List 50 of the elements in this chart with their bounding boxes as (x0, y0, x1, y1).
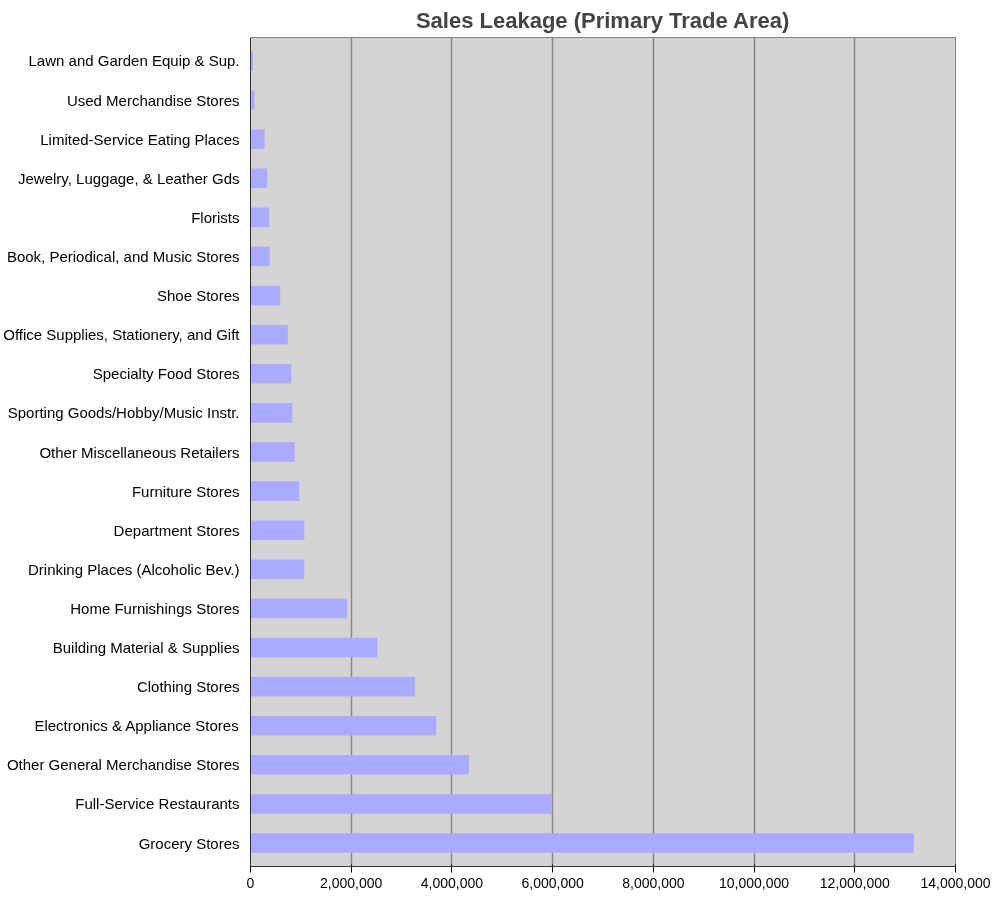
y-tick-label: Shoe Stores (156, 287, 240, 305)
x-tick-label: 14,000,000 (920, 874, 991, 891)
x-tick-label: 4,000,000 (420, 874, 484, 891)
bar (250, 168, 268, 189)
y-tick-label: Used Merchandise Stores (66, 91, 240, 109)
bar (250, 598, 348, 619)
chart-title: Sales Leakage (Primary Trade Area) (415, 7, 790, 33)
y-tick-label: Sporting Goods/Hobby/Music Instr. (7, 404, 240, 422)
y-tick-label: Building Material & Supplies (52, 639, 240, 657)
x-tick-label: 2,000,000 (320, 874, 383, 891)
bar (250, 207, 270, 228)
bar (250, 324, 288, 345)
bar (250, 755, 470, 775)
bar (250, 794, 553, 814)
bar (250, 676, 416, 697)
y-tick-label: Full-Service Restaurants (75, 795, 240, 813)
bar (250, 442, 295, 462)
y-tick-label: Drinking Places (Alcoholic Bev.) (28, 560, 240, 578)
bar (250, 481, 300, 501)
bar (250, 715, 437, 736)
bar (250, 403, 293, 423)
x-tick-label: 10,000,000 (719, 874, 790, 891)
bar (250, 364, 292, 384)
bar (250, 129, 265, 149)
bar (250, 246, 270, 267)
y-tick-label: Electronics & Appliance Stores (34, 717, 239, 735)
y-tick-label: Furniture Stores (131, 482, 240, 500)
y-tick-label: Office Supplies, Stationery, and Gift (3, 326, 241, 344)
bar (250, 637, 378, 658)
x-tick-label: 8,000,000 (622, 874, 685, 891)
y-tick-label: Specialty Food Stores (92, 365, 240, 383)
y-tick-label: Florists (191, 208, 240, 226)
bar (250, 520, 305, 540)
y-tick-label: Book, Periodical, and Music Stores (6, 247, 240, 265)
y-tick-label: Other General Merchandise Stores (6, 756, 240, 774)
x-tick-label: 6,000,000 (521, 874, 584, 891)
y-tick-label: Grocery Stores (138, 834, 240, 852)
y-tick-label: Clothing Stores (136, 678, 240, 696)
bar (250, 285, 281, 306)
bar (250, 90, 255, 110)
bar (250, 833, 914, 853)
y-tick-label: Jewelry, Luggage, & Leather Gds (17, 169, 240, 187)
y-tick-label: Lawn and Garden Equip & Sup. (28, 52, 240, 70)
bar (250, 559, 305, 580)
y-tick-label: Home Furnishings Stores (70, 599, 240, 617)
y-tick-label: Other Miscellaneous Retailers (39, 443, 240, 461)
x-tick-label: 0 (246, 874, 255, 891)
y-tick-label: Department Stores (113, 521, 240, 539)
y-tick-label: Limited-Service Eating Places (40, 130, 240, 148)
x-tick-label: 12,000,000 (819, 874, 891, 891)
